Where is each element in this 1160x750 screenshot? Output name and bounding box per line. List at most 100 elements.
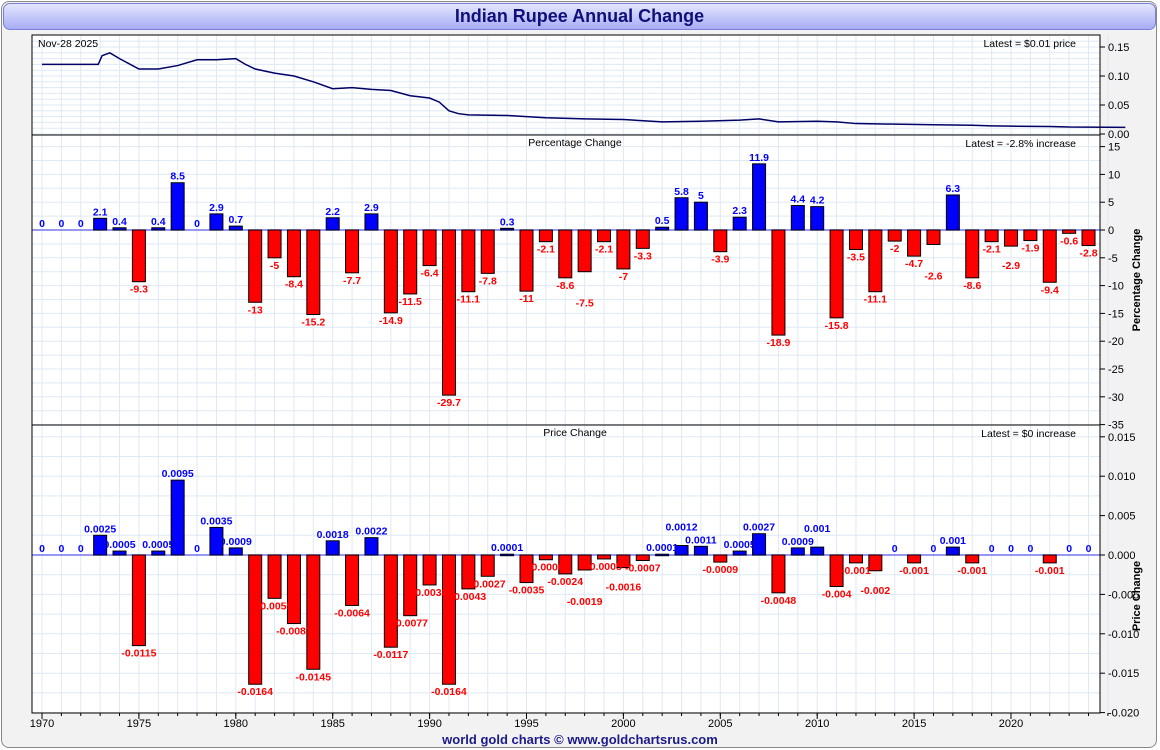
bar-1977 [170, 479, 185, 556]
bar-1995 [519, 229, 534, 292]
y-tick-label: 15 [1108, 142, 1120, 154]
data-label-1983: -0.0087 [276, 626, 312, 638]
bar-2018 [965, 229, 980, 279]
bar-2009 [790, 205, 805, 231]
y-tick-label: -0.010 [1108, 629, 1139, 641]
data-label-1996: -0.0006 [528, 562, 564, 574]
bar-1994 [500, 553, 515, 557]
bar-1999 [597, 229, 612, 243]
data-label-1972: 0 [78, 543, 84, 555]
bar-1990 [422, 554, 437, 586]
bar-1986 [345, 229, 360, 274]
bar-1989 [403, 554, 418, 617]
bar-1991 [441, 554, 456, 685]
bar-2013 [868, 229, 883, 293]
bar-1992 [461, 554, 476, 590]
bar-1976 [151, 227, 166, 231]
latest-label: Latest = $0 increase [981, 428, 1076, 440]
bar-1983 [286, 554, 301, 625]
bar-1977 [170, 182, 185, 231]
bar-1974 [112, 550, 127, 556]
bar-2018 [965, 554, 980, 564]
data-label-1986: -7.7 [343, 275, 361, 287]
data-label-1990: -0.0038 [412, 587, 448, 599]
bar-1973 [93, 217, 108, 231]
data-label-2000: -0.0016 [606, 582, 642, 594]
data-label-1988: -0.0117 [373, 649, 408, 661]
bar-2002 [655, 553, 670, 557]
data-label-1979: 0.0035 [200, 515, 232, 527]
data-label-2003: 0.0012 [665, 522, 697, 534]
y-tick-label: 0.005 [1108, 511, 1136, 523]
bar-2004 [693, 545, 708, 556]
y-tick-label: 10 [1108, 169, 1120, 181]
x-tick-label: 2020 [999, 718, 1023, 730]
data-label-2005: -0.0009 [702, 564, 738, 576]
data-label-1976: 0.0005 [142, 539, 174, 551]
y-tick-label: -0.020 [1108, 708, 1139, 720]
data-label-2010: 4.2 [810, 195, 825, 207]
data-label-1982: -0.0055 [257, 600, 293, 612]
panel-3: 0.015 0.010 0.005 0.000 -0.005 -0.010 -0.015 -0… [32, 427, 1143, 720]
data-label-1993: -7.8 [479, 275, 497, 287]
bar-1989 [403, 229, 418, 295]
data-label-1999: -2.1 [595, 244, 613, 256]
latest-label: Latest = -2.8% increase [965, 138, 1076, 150]
data-label-1981: -0.0164 [237, 686, 273, 698]
data-label-1984: -0.0145 [296, 671, 332, 683]
data-label-1975: -9.3 [130, 284, 148, 296]
bar-2010 [810, 206, 825, 231]
plot-background [32, 35, 1100, 713]
bar-2021 [1023, 229, 1038, 242]
bar-1993 [480, 229, 495, 274]
x-tick-label: 2005 [708, 718, 732, 730]
data-label-1986: -0.0064 [334, 607, 370, 619]
data-label-1993: -0.0027 [470, 578, 506, 590]
panel-title: Price Change [543, 427, 607, 439]
bar-1996 [538, 229, 553, 243]
data-label-2014: 0 [892, 543, 898, 555]
bar-2022 [1042, 229, 1057, 283]
bar-1973 [93, 534, 108, 556]
data-label-1994: 0.0001 [491, 542, 523, 554]
bar-2013 [868, 554, 883, 572]
data-label-2023: 0 [1066, 543, 1072, 555]
data-label-2006: 0.0005 [724, 539, 756, 551]
bar-2017 [945, 546, 960, 556]
y-tick-label: -30 [1108, 392, 1124, 404]
bar-2004 [693, 201, 708, 231]
y-axis-label: Percentage Change [1131, 229, 1143, 332]
y-tick-label: 0.000 [1108, 550, 1136, 562]
bar-1975 [131, 229, 146, 283]
data-label-2015: -4.7 [905, 258, 923, 270]
bar-2006 [732, 216, 747, 231]
bar-1980 [228, 225, 243, 231]
data-label-1970: 0 [39, 543, 45, 555]
data-label-2020: -2.9 [1002, 260, 1020, 272]
data-label-2018: -8.6 [963, 280, 981, 292]
bar-2020 [1004, 229, 1018, 247]
data-label-2001: -0.0007 [625, 563, 661, 575]
data-label-1987: 2.9 [364, 202, 379, 214]
bar-2014 [887, 229, 902, 242]
data-label-1984: -15.2 [301, 317, 325, 329]
data-label-2004: 0.0011 [685, 534, 717, 546]
data-label-1980: 0.7 [228, 214, 243, 226]
data-label-1999: -0.0005 [586, 561, 622, 573]
data-label-2022: -9.4 [1041, 284, 1059, 296]
x-tick-label: 1980 [224, 718, 248, 730]
data-label-1997: -8.6 [556, 280, 574, 292]
data-label-2021: 0 [1027, 543, 1033, 555]
data-label-2012: -0.001 [841, 565, 871, 577]
data-label-1976: 0.4 [151, 216, 166, 228]
data-label-1989: -11.5 [399, 296, 423, 308]
data-label-1998: -7.5 [576, 298, 594, 310]
bar-2000 [616, 229, 631, 270]
data-label-1977: 8.5 [170, 171, 185, 183]
bar-1982 [267, 554, 282, 599]
y-tick-label: 0.15 [1108, 42, 1129, 54]
bar-2001 [635, 554, 650, 562]
y-tick-label: -0.005 [1108, 589, 1139, 601]
y-tick-label: 0 [1108, 225, 1114, 237]
